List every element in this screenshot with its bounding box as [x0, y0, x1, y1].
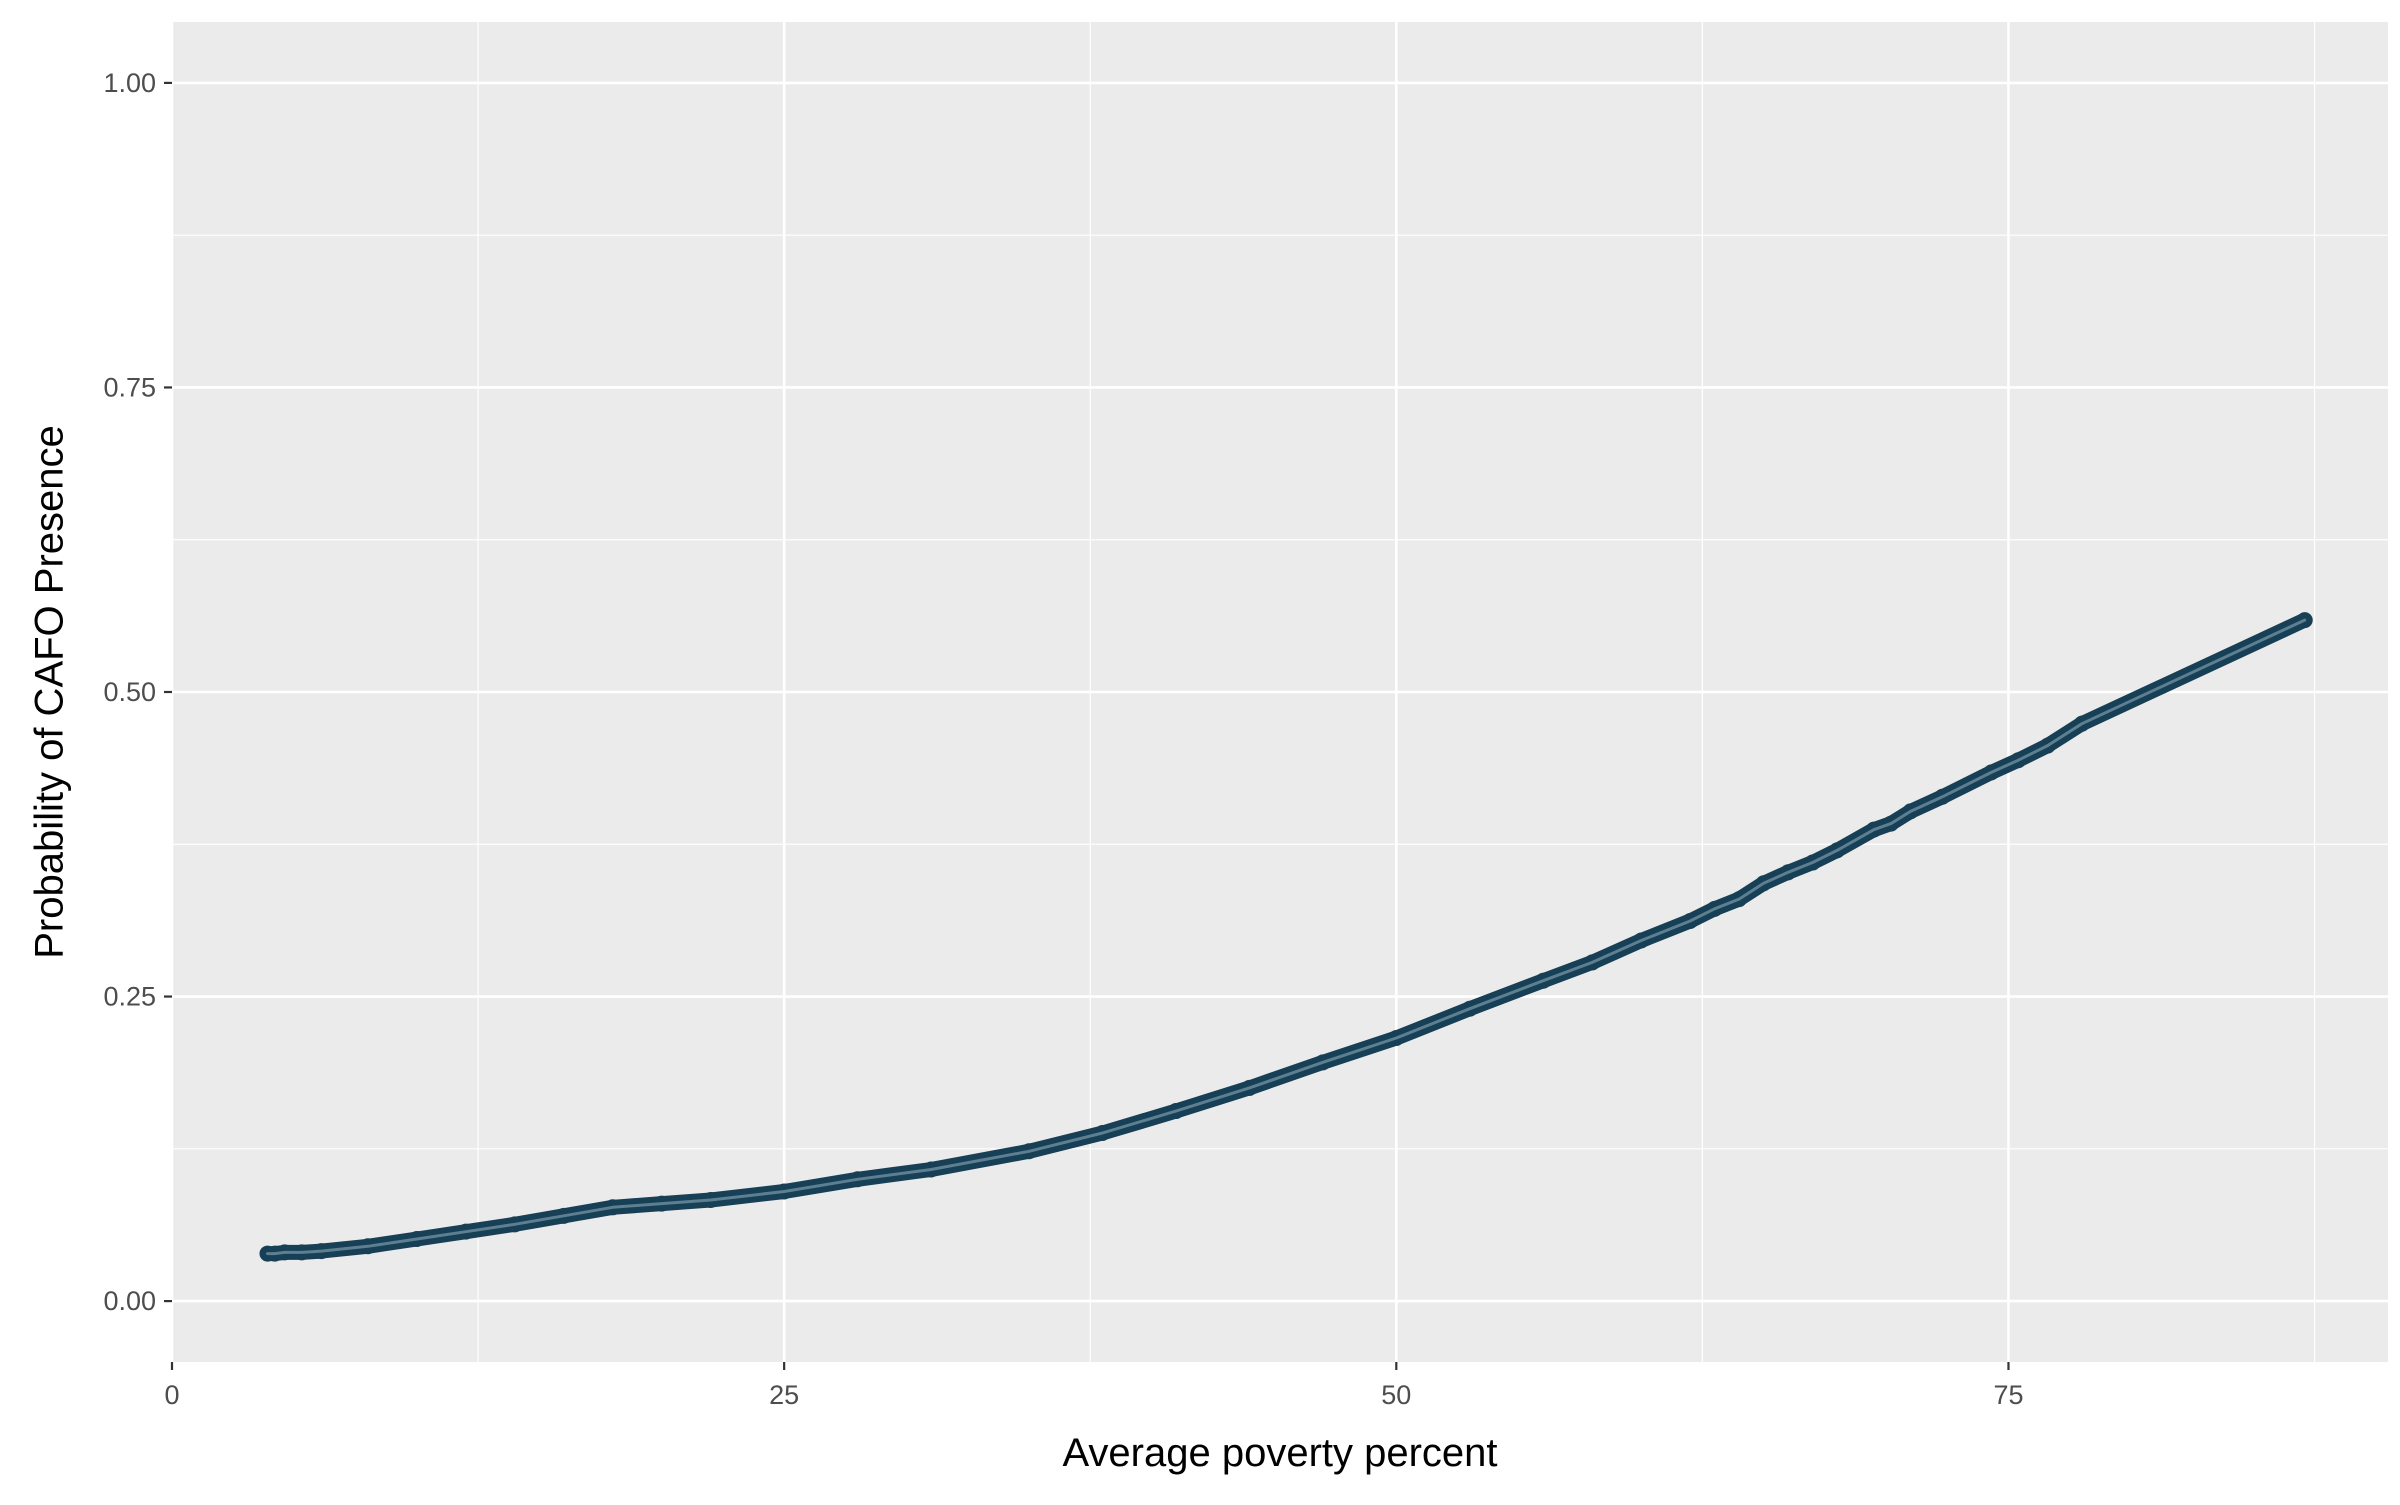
x-axis-title: Average poverty percent [1062, 1431, 1497, 1475]
y-tick-label: 0.00 [103, 1286, 156, 1316]
fit-line [266, 618, 2307, 1256]
x-tick-label: 0 [164, 1380, 179, 1410]
y-tick-label: 0.25 [103, 982, 156, 1012]
y-tick-label: 1.00 [103, 68, 156, 98]
y-tick-label: 0.75 [103, 372, 156, 402]
x-tick-label: 50 [1381, 1380, 1411, 1410]
x-tick-label: 25 [769, 1380, 799, 1410]
y-tick-label: 0.50 [103, 677, 156, 707]
y-axis-title: Probability of CAFO Presence [28, 425, 72, 959]
x-tick-label: 75 [1993, 1380, 2023, 1410]
